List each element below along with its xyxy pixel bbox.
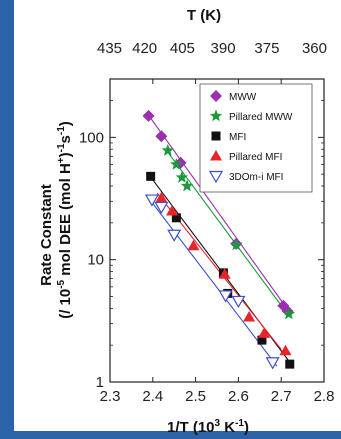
plot-frame <box>109 78 325 383</box>
top-tick-label: 420 <box>132 40 157 57</box>
pillared-mww-point <box>282 307 296 320</box>
top-tick-label: 405 <box>170 40 195 57</box>
pillared-mfi-point <box>258 327 271 338</box>
pillared-mww-point <box>230 238 243 251</box>
axis-ticks: 2.3 2.4 2.5 2.6 2.7 2.8 435 420 405 390 375 360 1 10 1… <box>79 40 334 405</box>
top-tick-label: 435 <box>97 40 122 57</box>
y-axis-title-line2: (/ 10-5 mol DEE (mol H+)-1s-1) <box>56 121 74 319</box>
mfi-legend-label: MFI <box>229 132 246 143</box>
3dom-i-mfi-fit-line <box>148 197 278 367</box>
top-tick-label: 390 <box>211 40 236 57</box>
y-tick-label: 10 <box>87 252 104 269</box>
mww-point <box>142 109 155 122</box>
x-tick-label: 2.3 <box>100 388 121 405</box>
bottom-border <box>0 431 341 439</box>
x-tick-label: 2.8 <box>314 388 335 405</box>
3dom-i-mfi-legend-marker <box>208 170 224 184</box>
pillared-mfi-point <box>218 268 231 279</box>
mfi-point <box>257 335 267 345</box>
pillared-mfi-point <box>187 239 200 251</box>
3dom-i-mfi-point <box>265 357 280 370</box>
x-tick-label: 2.4 <box>142 388 163 405</box>
3dom-i-mfi-point <box>231 295 246 309</box>
pillared-mww-legend-label: Pillared MWW <box>229 112 293 123</box>
top-axis-title: T (K) <box>187 7 221 24</box>
y-tick-label: 1 <box>96 374 104 391</box>
pillared-mww-fit-line <box>165 148 291 318</box>
y-tick-label: 100 <box>79 129 104 146</box>
top-tick-label: 375 <box>254 40 279 57</box>
x-axis-title: 1/T (103 K-1) <box>167 418 249 436</box>
mww-point <box>155 130 168 143</box>
mfi-point <box>146 171 156 181</box>
x-tick-label: 2.6 <box>228 388 249 405</box>
pillared-mfi-point <box>166 205 179 216</box>
pillared-mww-point <box>161 144 174 156</box>
data-points <box>142 109 296 370</box>
pillared-mfi-point <box>279 344 292 356</box>
pillared-mww-legend-marker <box>209 109 223 122</box>
3dom-i-mfi-legend-label: 3DOm-i MFI <box>229 172 283 183</box>
mfi-point <box>171 213 181 223</box>
x-tick-label: 2.5 <box>185 388 206 405</box>
pillared-mfi-point <box>243 310 256 322</box>
mww-legend-marker <box>210 90 222 102</box>
3dom-i-mfi-point <box>167 229 182 242</box>
pillared-mww-point <box>175 170 189 183</box>
pillared-mfi-point <box>155 191 168 203</box>
3dom-i-mfi-point <box>144 194 159 207</box>
3dom-i-mfi-point <box>154 201 169 215</box>
top-tick-label: 360 <box>302 40 327 57</box>
pillared-mfi-legend-label: Pillared MFI <box>229 152 282 163</box>
legend: MWW Pillared MWW MFI Pillared MFI 3DOm-i MFI <box>199 83 313 193</box>
pillared-mww-point <box>180 179 194 192</box>
x-tick-label: 2.7 <box>271 388 292 405</box>
mfi-point <box>285 359 295 369</box>
mww-legend-label: MWW <box>229 92 257 103</box>
mww-fit-line <box>148 114 291 313</box>
pillared-mfi-legend-marker <box>210 150 222 161</box>
left-border <box>0 0 14 439</box>
pillared-mww-point <box>170 158 183 170</box>
mfi-legend-marker <box>211 131 221 141</box>
3dom-i-mfi-point <box>218 290 233 303</box>
y-axis-title-line1: Rate Constant <box>38 184 55 286</box>
